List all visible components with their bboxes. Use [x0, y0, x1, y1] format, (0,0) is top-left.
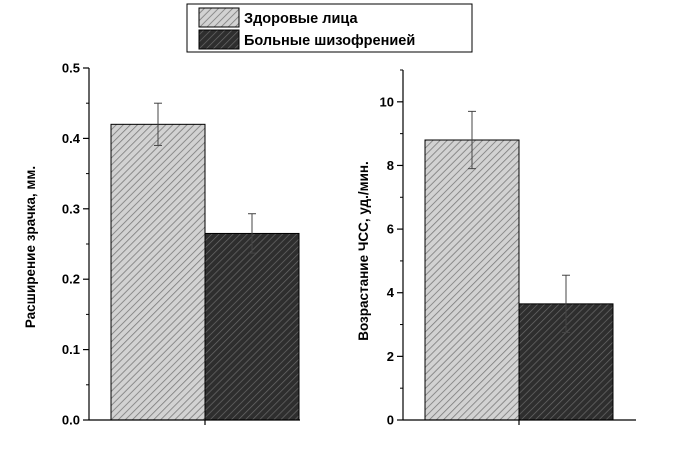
pupil-bar-schizophrenia: [204, 232, 300, 421]
pupil-y-tick-label: 0.0: [62, 413, 80, 428]
legend-swatch-schizophrenia: [198, 29, 240, 50]
heart-rate-y-axis-label: Возрастание ЧСС, уд./мин.: [356, 161, 371, 341]
heart-rate-error-bar-healthy: [468, 110, 476, 170]
heart-rate-y-tick-label: 2: [387, 349, 394, 364]
heart-rate-y-tick-label: 10: [380, 94, 394, 109]
pupil-error-bar-healthy: [154, 102, 162, 146]
pupil-y-tick-label: 0.5: [62, 61, 80, 76]
heart-rate-y-tick-label: 6: [387, 222, 394, 237]
pupil-y-tick-label: 0.2: [62, 272, 80, 287]
heart-rate-error-bar-schizophrenia: [562, 274, 570, 333]
pupil-y-tick-label: 0.4: [62, 131, 81, 146]
pupil-bar-healthy: [110, 123, 206, 421]
legend: Здоровые лица Больные шизофренией: [186, 3, 473, 53]
pupil-y-tick-label: 0.3: [62, 201, 80, 216]
heart-rate-bar-healthy: [424, 139, 520, 421]
heart-rate-y-tick-label: 8: [387, 158, 394, 173]
heart-rate-chart: Возрастание ЧСС, уд./мин. 0 2 4 6 8 10: [356, 69, 636, 428]
pupil-error-bar-schizophrenia: [248, 213, 256, 254]
heart-rate-y-tick-label: 4: [387, 285, 395, 300]
pupil-y-tick-label: 0.1: [62, 342, 80, 357]
legend-label-schizophrenia: Больные шизофренией: [244, 33, 415, 49]
legend-swatch-healthy: [198, 7, 240, 28]
heart-rate-y-tick-label: 0: [387, 413, 394, 428]
pupil-y-axis-label: Расширение зрачка, мм.: [23, 166, 38, 328]
legend-label-healthy: Здоровые лица: [244, 11, 358, 27]
pupil-dilation-chart: Расширение зрачка, мм. 0.0 0.1 0.2 0.3 0.4 0.…: [23, 61, 300, 428]
